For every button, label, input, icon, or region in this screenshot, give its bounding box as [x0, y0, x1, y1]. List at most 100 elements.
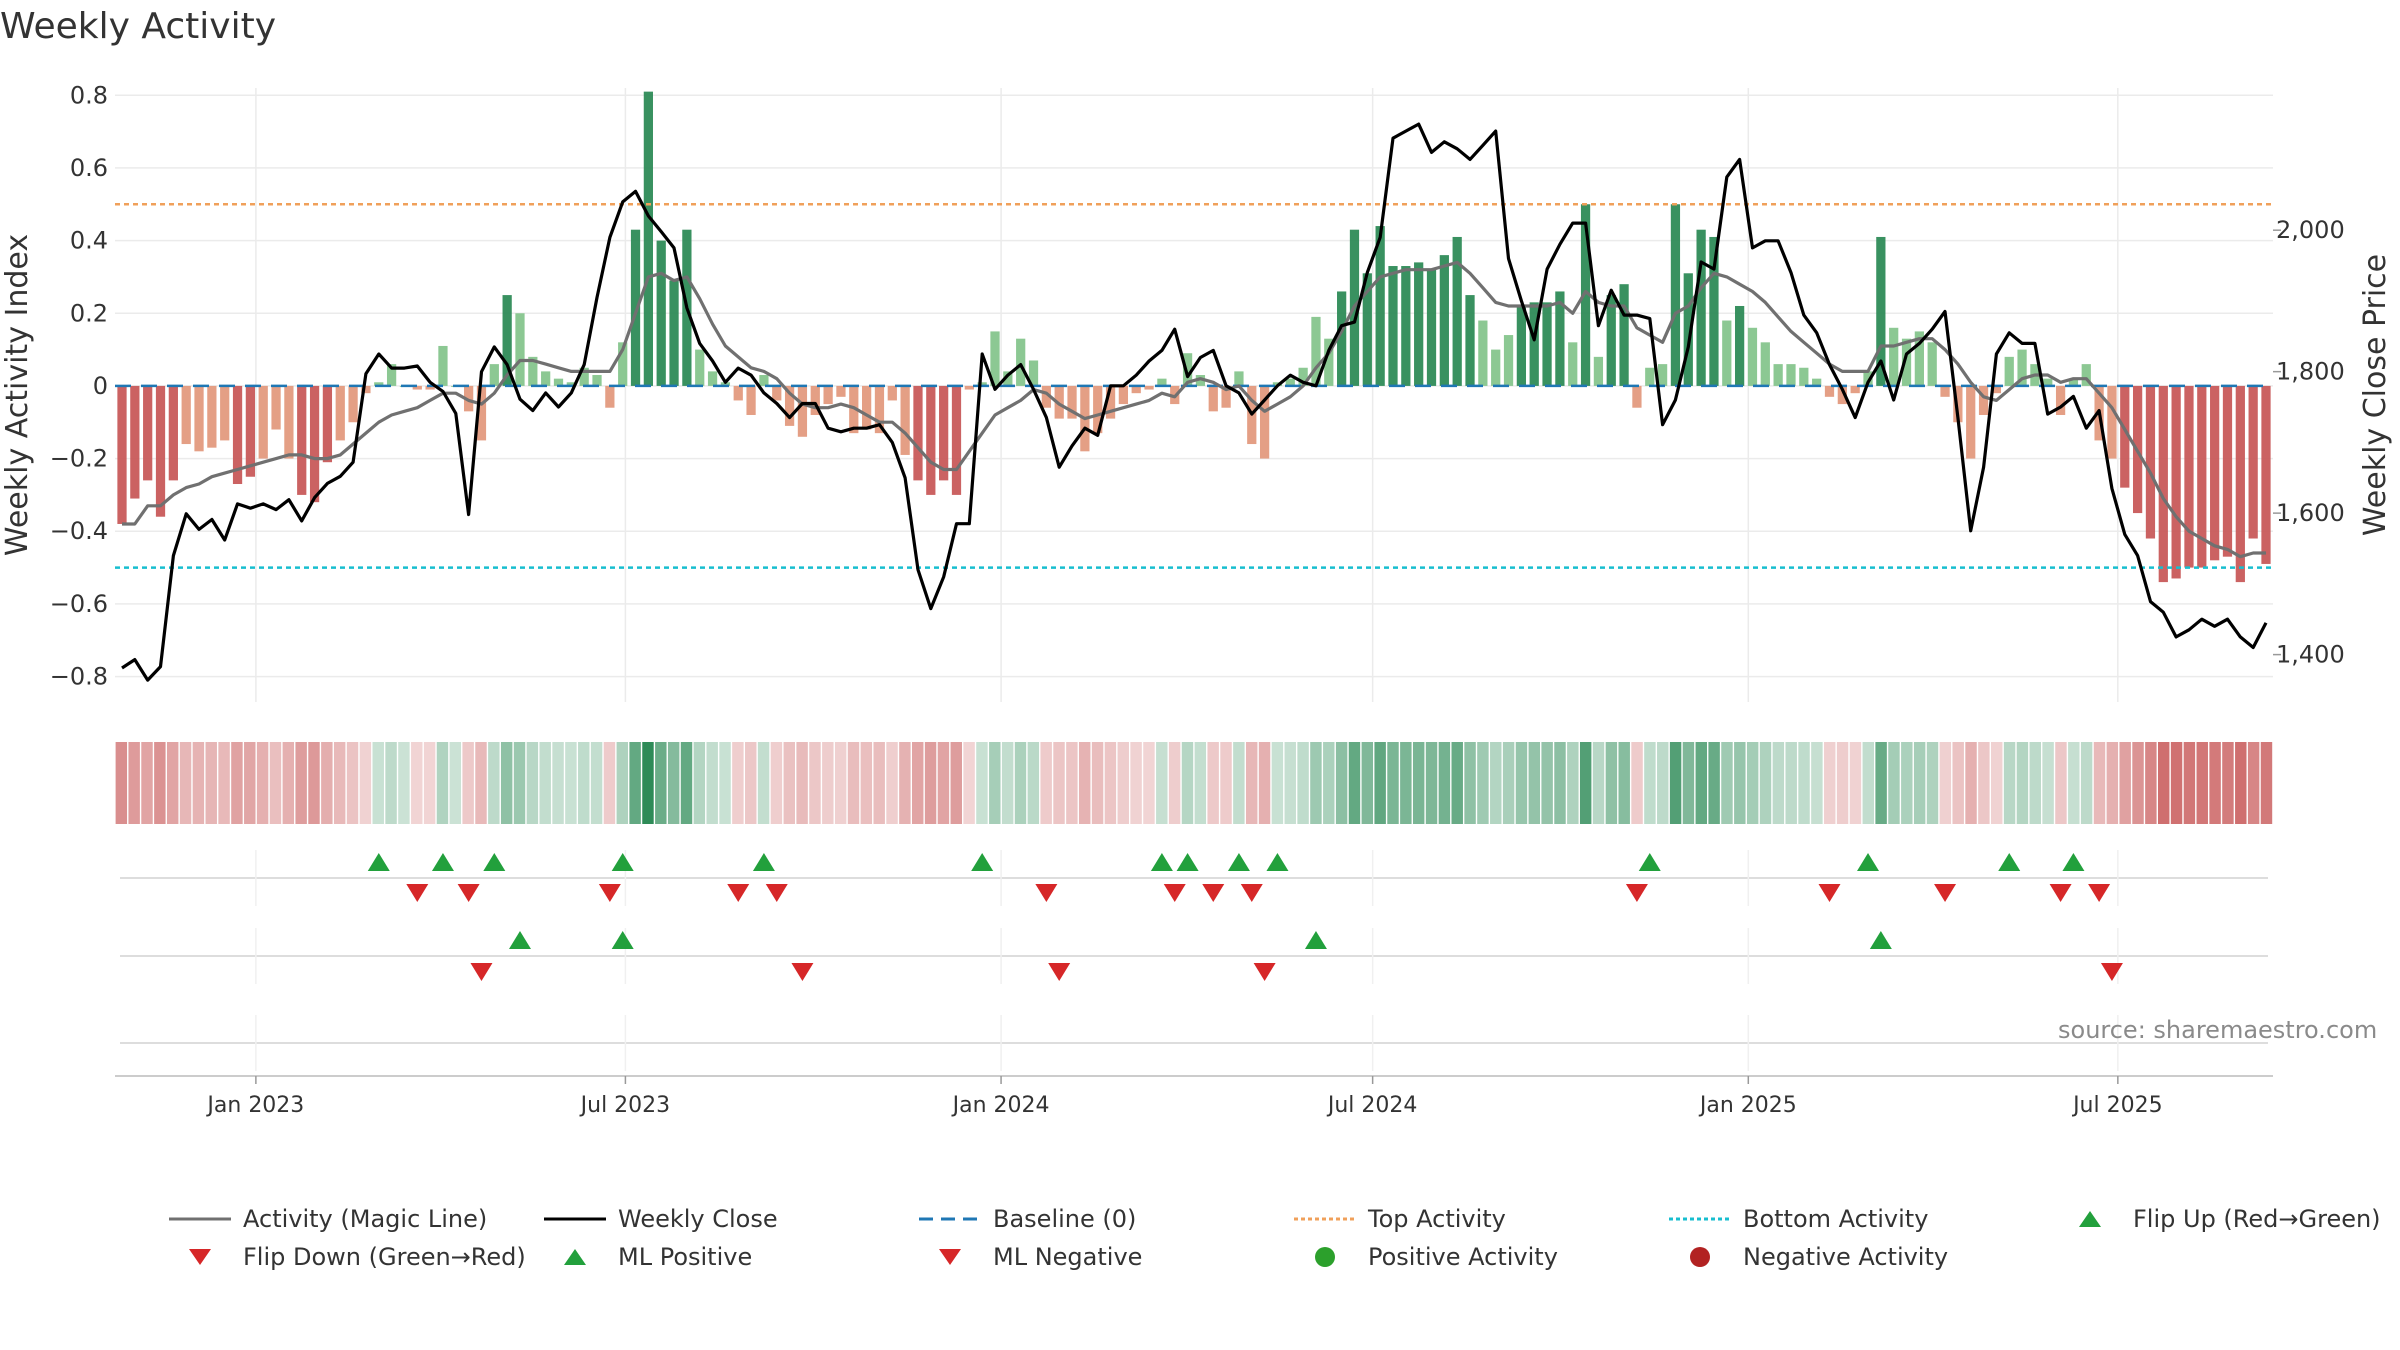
- heat-cell: [1618, 742, 1630, 824]
- heat-cell: [976, 742, 988, 824]
- heat-cell: [2016, 742, 2029, 824]
- activity-bar: [797, 385, 808, 437]
- activity-bar: [1799, 367, 1809, 386]
- activity-bar: [1067, 385, 1077, 419]
- activity-bar: [1940, 385, 1950, 397]
- activity-bar: [1414, 262, 1424, 386]
- flip-down-marker: [765, 884, 788, 902]
- activity-heat-strip: [115, 742, 2273, 824]
- chart-legend: Activity (Magic Line) Weekly Close Baselin…: [0, 1195, 2400, 1295]
- flip-up-marker: [483, 853, 506, 871]
- y2-tick-label: 2,000: [2276, 216, 2345, 244]
- ml-negative-marker: [2100, 963, 2123, 981]
- y-tick-label: 0.8: [70, 81, 108, 109]
- heat-cell: [154, 742, 166, 824]
- activity-bar: [1337, 291, 1347, 386]
- heat-cell: [783, 742, 795, 824]
- y2-tick-label: 1,400: [2276, 641, 2345, 669]
- heat-cell: [462, 742, 474, 824]
- heat-cell: [1811, 742, 1823, 824]
- heat-cell: [1091, 742, 1104, 824]
- heat-cell: [565, 742, 577, 824]
- activity-bar: [1157, 378, 1167, 386]
- x-tick-label: Jul 2025: [2071, 1093, 2163, 1118]
- heat-cell: [2170, 742, 2183, 824]
- heat-cell: [1464, 742, 1476, 824]
- heat-cell: [128, 742, 140, 824]
- activity-bar: [1324, 338, 1334, 386]
- heat-cell: [1323, 742, 1335, 824]
- heat-cell: [1271, 742, 1284, 824]
- activity-bar: [2184, 385, 2194, 568]
- y-tick-label: 0: [93, 372, 108, 400]
- activity-bar: [2120, 385, 2130, 488]
- y-axis-title: Weekly Activity Index: [0, 234, 35, 556]
- activity-bar: [643, 91, 653, 386]
- heat-cell: [1284, 742, 1296, 824]
- heat-cell: [578, 742, 590, 824]
- source-credit: source: sharemaestro.com: [2058, 1016, 2378, 1044]
- ml-positive-marker: [508, 931, 531, 949]
- activity-bar: [1503, 335, 1514, 386]
- activity-bar: [720, 382, 731, 386]
- activity-bar: [579, 367, 589, 386]
- y-tick-label: −0.2: [50, 445, 108, 473]
- heat-cell: [924, 742, 937, 824]
- heat-cell: [1053, 742, 1065, 824]
- flip-up-marker: [611, 853, 634, 871]
- legend-dot-icon: [1290, 1245, 1360, 1269]
- heat-cell: [282, 742, 295, 824]
- heat-cell: [1978, 742, 1990, 824]
- activity-bar: [322, 385, 333, 463]
- heat-cell: [1785, 742, 1797, 824]
- heat-cell: [1901, 742, 1913, 824]
- legend-item: ML Positive: [540, 1243, 752, 1271]
- activity-bar: [1606, 295, 1616, 386]
- legend-item: ML Negative: [915, 1243, 1142, 1271]
- legend-label: Activity (Magic Line): [243, 1205, 488, 1233]
- activity-bar: [733, 385, 743, 401]
- heat-cell: [1502, 742, 1515, 824]
- legend-line-swatch: [165, 1207, 235, 1231]
- activity-bar: [1491, 349, 1501, 386]
- activity-bar: [2004, 356, 2014, 386]
- heat-cell: [1669, 742, 1682, 824]
- flip-up-marker: [1150, 853, 1173, 871]
- heat-cell: [372, 742, 384, 824]
- legend-line-swatch: [540, 1207, 610, 1231]
- activity-bar: [1657, 364, 1668, 386]
- activity-bar: [1953, 385, 1963, 423]
- activity-bar: [746, 385, 756, 415]
- heat-cell: [1348, 742, 1361, 824]
- heat-cell: [886, 742, 898, 824]
- activity-bar: [939, 385, 949, 481]
- activity-bar: [207, 385, 217, 448]
- heat-cell: [1592, 742, 1605, 824]
- heat-cell: [2157, 742, 2170, 824]
- heat-cell: [115, 742, 128, 824]
- heat-cell: [2080, 742, 2093, 824]
- heat-cell: [1798, 742, 1810, 824]
- heat-cell: [2042, 742, 2054, 824]
- heat-cell: [603, 742, 616, 824]
- heat-cell: [1567, 742, 1579, 824]
- ml-negative-marker: [470, 963, 493, 981]
- heat-cell: [2093, 742, 2106, 824]
- heat-cell: [616, 742, 629, 824]
- activity-bar: [900, 385, 910, 455]
- activity-bar: [1786, 364, 1796, 386]
- legend-label: ML Negative: [993, 1243, 1143, 1271]
- legend-label: Flip Down (Green→Red): [243, 1243, 526, 1271]
- heat-cell: [1952, 742, 1964, 824]
- heat-cell: [192, 742, 205, 824]
- reference-lines: [115, 203, 2273, 569]
- heat-cell: [1040, 742, 1052, 824]
- activity-bar: [1542, 302, 1552, 386]
- heat-cell: [1156, 742, 1168, 824]
- activity-bar: [1812, 378, 1822, 386]
- activity-bar: [2222, 385, 2233, 557]
- activity-bar: [669, 280, 679, 386]
- activity-bar: [1722, 320, 1732, 386]
- heat-cell: [205, 742, 217, 824]
- activity-bar: [1259, 385, 1270, 459]
